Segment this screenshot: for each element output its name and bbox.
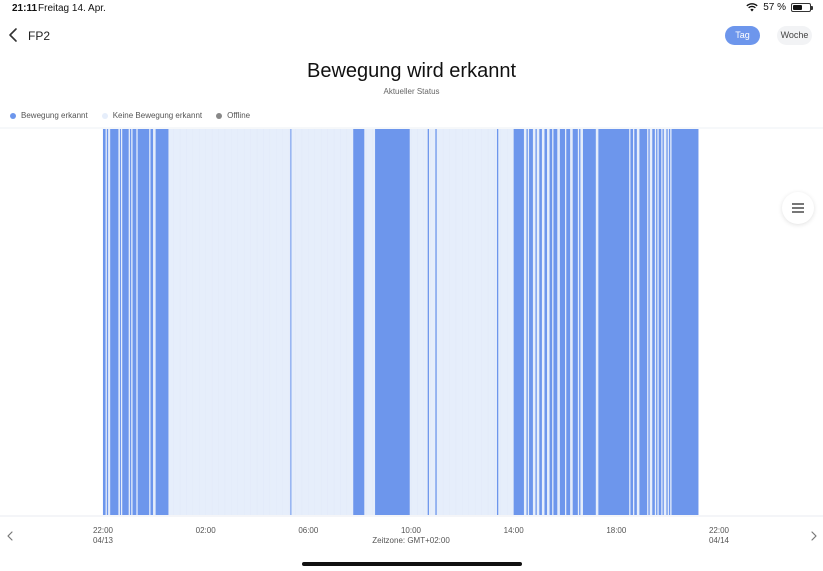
motion-interval-bar (535, 129, 537, 515)
motion-timeline-chart (0, 127, 823, 517)
battery-icon (791, 3, 813, 12)
motion-interval-bar (566, 129, 571, 515)
legend-item-offline: Offline (216, 111, 250, 120)
x-tick-label: 22:00 04/14 (694, 526, 744, 546)
motion-interval-bar (544, 129, 548, 515)
motion-interval-bar (435, 129, 437, 515)
motion-interval-bar (572, 129, 578, 515)
legend-dot-offline (216, 112, 223, 119)
motion-interval-bar (658, 129, 662, 515)
chart-legend: Bewegung erkannt Keine Bewegung erkannt … (10, 111, 250, 120)
motion-interval-bar (513, 129, 524, 515)
motion-interval-bar (150, 129, 154, 515)
menu-icon-line (792, 211, 804, 213)
motion-interval-bar (671, 129, 699, 515)
x-tick-time: 06:00 (298, 526, 319, 535)
chevron-left-icon[interactable] (4, 530, 16, 542)
motion-interval-bar (529, 129, 533, 515)
motion-interval-bar (110, 129, 119, 515)
x-tick-time: 18:00 (606, 526, 627, 535)
motion-interval-bar (666, 129, 668, 515)
clock: 21:11 (12, 3, 38, 14)
legend-dot-motion (10, 112, 16, 119)
battery-level (793, 5, 803, 10)
motion-interval-bar (549, 129, 553, 515)
motion-interval-bar (137, 129, 150, 515)
x-tick-label: 02:00 (181, 526, 231, 536)
motion-interval-bar (579, 129, 581, 515)
x-tick-label: 10:00 (386, 526, 436, 536)
motion-interval-bar (582, 129, 596, 515)
motion-interval-bar (630, 129, 634, 515)
x-tick-time: 22:00 (708, 526, 730, 535)
motion-interval-bar (539, 129, 542, 515)
motion-interval-bar (559, 129, 565, 515)
motion-interval-bar (639, 129, 648, 515)
timezone-label: Zeitzone: GMT+02:00 (372, 536, 450, 545)
x-tick-date: 04/14 (708, 536, 730, 545)
motion-interval-bar (648, 129, 650, 515)
legend-dot-no-motion (101, 112, 108, 119)
status-subtitle: Aktueller Status (383, 87, 440, 96)
motion-interval-bar (290, 129, 292, 515)
status-icons: 57 % (746, 2, 813, 13)
legend-label-motion: Bewegung erkannt (21, 111, 88, 120)
legend-item-motion: Bewegung erkannt (10, 111, 88, 120)
motion-interval-bar (353, 129, 365, 515)
x-tick-time: 14:00 (503, 526, 524, 535)
motion-interval-bar (662, 129, 664, 515)
wifi-icon (746, 3, 758, 12)
x-tick-time: 10:00 (400, 526, 422, 535)
chart-menu-button[interactable] (782, 192, 814, 224)
chevron-right-icon[interactable] (808, 530, 820, 542)
battery-percent: 57 % (763, 2, 786, 13)
tab-week[interactable]: Woche (777, 26, 812, 45)
motion-interval-bar (427, 129, 429, 515)
motion-interval-bar (106, 129, 109, 515)
tab-day[interactable]: Tag (725, 26, 760, 45)
x-tick-time: 02:00 (195, 526, 216, 535)
motion-interval-bar (668, 129, 671, 515)
motion-interval-bar (132, 129, 137, 515)
motion-interval-bar (119, 129, 121, 515)
status-bar: 21:11 Freitag 14. Apr. 57 % (0, 0, 823, 18)
legend-label-offline: Offline (227, 111, 251, 120)
status-title: Bewegung wird erkannt (306, 60, 516, 82)
motion-interval-bar (652, 129, 655, 515)
x-tick-time: 22:00 (92, 526, 114, 535)
x-tick-label: 14:00 (489, 526, 539, 536)
motion-interval-bar (553, 129, 558, 515)
date: Freitag 14. Apr. (38, 3, 106, 14)
chevron-left-icon[interactable] (6, 26, 22, 44)
motion-interval-bar (656, 129, 658, 515)
motion-interval-bar (526, 129, 528, 515)
legend-label-no-motion: Keine Bewegung erkannt (112, 111, 203, 120)
motion-interval-bar (598, 129, 630, 515)
motion-interval-bar (122, 129, 129, 515)
device-name: FP2 (28, 29, 51, 43)
motion-interval-bar (496, 129, 499, 515)
x-tick-date: 04/13 (92, 536, 114, 545)
menu-icon-line (792, 203, 804, 205)
menu-icon-line (792, 207, 804, 209)
x-tick-label: 18:00 (591, 526, 641, 536)
motion-interval-bar (129, 129, 132, 515)
motion-interval-bar (155, 129, 169, 515)
x-tick-label: 22:00 04/13 (78, 526, 128, 546)
home-indicator (302, 562, 522, 566)
legend-item-no-motion: Keine Bewegung erkannt (101, 111, 203, 120)
top-bar: FP2 Tag Woche (0, 22, 823, 48)
x-tick-label: 06:00 (283, 526, 333, 536)
motion-interval-bar (375, 129, 410, 515)
motion-interval-bar (103, 129, 106, 515)
motion-interval-bar (634, 129, 637, 515)
